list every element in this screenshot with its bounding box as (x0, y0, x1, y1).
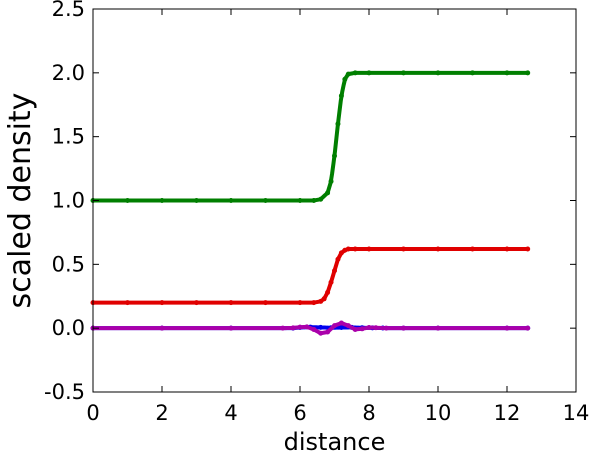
data-point (263, 198, 268, 203)
data-point (304, 324, 310, 330)
data-point (332, 323, 337, 329)
data-point (401, 325, 406, 331)
data-point (228, 198, 234, 203)
data-point (525, 246, 531, 252)
data-point (335, 256, 341, 262)
x-tick-label: 14 (563, 401, 590, 425)
data-point (194, 300, 199, 306)
data-point (297, 324, 303, 330)
x-tick-label: 6 (293, 401, 306, 425)
data-point (325, 289, 331, 295)
data-point (352, 70, 358, 76)
data-point (280, 325, 286, 331)
y-tick-label: 0.5 (52, 252, 85, 276)
data-point (345, 246, 351, 252)
data-point (435, 246, 441, 252)
data-point (228, 325, 234, 331)
data-point (325, 190, 331, 196)
data-point (345, 323, 351, 329)
data-point (338, 325, 344, 331)
data-point (318, 196, 324, 202)
data-point (435, 70, 441, 76)
data-point (525, 70, 531, 76)
data-point (504, 70, 510, 76)
data-point (325, 329, 331, 335)
y-tick-label: -0.5 (44, 380, 85, 404)
data-point (311, 300, 317, 306)
data-point (297, 198, 303, 203)
series-1 (90, 246, 531, 306)
data-point (352, 326, 358, 332)
x-tick-label: 0 (86, 401, 99, 425)
data-point (297, 300, 303, 306)
data-point (321, 296, 327, 302)
data-point (194, 198, 199, 203)
data-point (401, 70, 406, 76)
y-axis-label: scaled density (3, 93, 38, 309)
data-point (125, 198, 130, 203)
data-point (318, 298, 324, 304)
y-tick-label: 2.0 (52, 61, 85, 85)
data-point (318, 330, 324, 336)
x-axis-label: distance (284, 428, 386, 456)
data-point (318, 324, 324, 330)
data-point (311, 198, 317, 203)
data-point (159, 300, 165, 306)
data-point (401, 246, 406, 252)
data-point (338, 320, 344, 326)
data-point (311, 326, 317, 332)
x-tick-label: 4 (224, 401, 237, 425)
x-tick-label: 10 (425, 401, 452, 425)
y-tick-label: 2.5 (52, 0, 85, 21)
data-point (228, 300, 234, 306)
series-0 (90, 70, 531, 203)
data-point (359, 326, 365, 332)
data-point (263, 300, 268, 306)
data-point (366, 246, 372, 252)
series-line (91, 70, 530, 203)
data-point (352, 246, 358, 252)
data-point (470, 70, 475, 76)
data-point (366, 325, 372, 331)
x-tick-label: 2 (155, 401, 168, 425)
data-point (470, 246, 475, 252)
data-point (373, 325, 379, 331)
data-point (342, 76, 348, 82)
series-3 (90, 320, 531, 336)
y-tick-label: 1.0 (52, 189, 85, 213)
data-point (338, 93, 344, 99)
data-point (338, 250, 344, 256)
y-tick-label: 1.5 (52, 125, 85, 149)
data-point (345, 71, 351, 77)
data-point (290, 325, 296, 331)
x-axis-ticks: 0 2 4 6 8 10 12 14 (86, 9, 589, 425)
data-point (525, 325, 531, 331)
data-point (332, 153, 337, 159)
data-point (332, 268, 337, 274)
y-axis-ticks: -0.5 0.0 0.5 1.0 1.5 2.0 2.5 (44, 0, 576, 404)
y-tick-label: 0.0 (52, 316, 85, 340)
data-point (328, 178, 334, 184)
x-tick-label: 12 (494, 401, 521, 425)
series-line (91, 247, 530, 305)
data-point (504, 246, 510, 252)
data-point (504, 325, 510, 331)
data-point (335, 121, 341, 127)
data-point (366, 70, 372, 76)
data-point (125, 300, 130, 306)
data-point (435, 325, 441, 331)
series-line (91, 321, 530, 336)
data-point (159, 325, 165, 331)
plot-area (90, 70, 531, 336)
x-tick-label: 8 (362, 401, 375, 425)
data-point (328, 279, 334, 285)
data-point (383, 325, 389, 331)
data-point (159, 198, 165, 203)
